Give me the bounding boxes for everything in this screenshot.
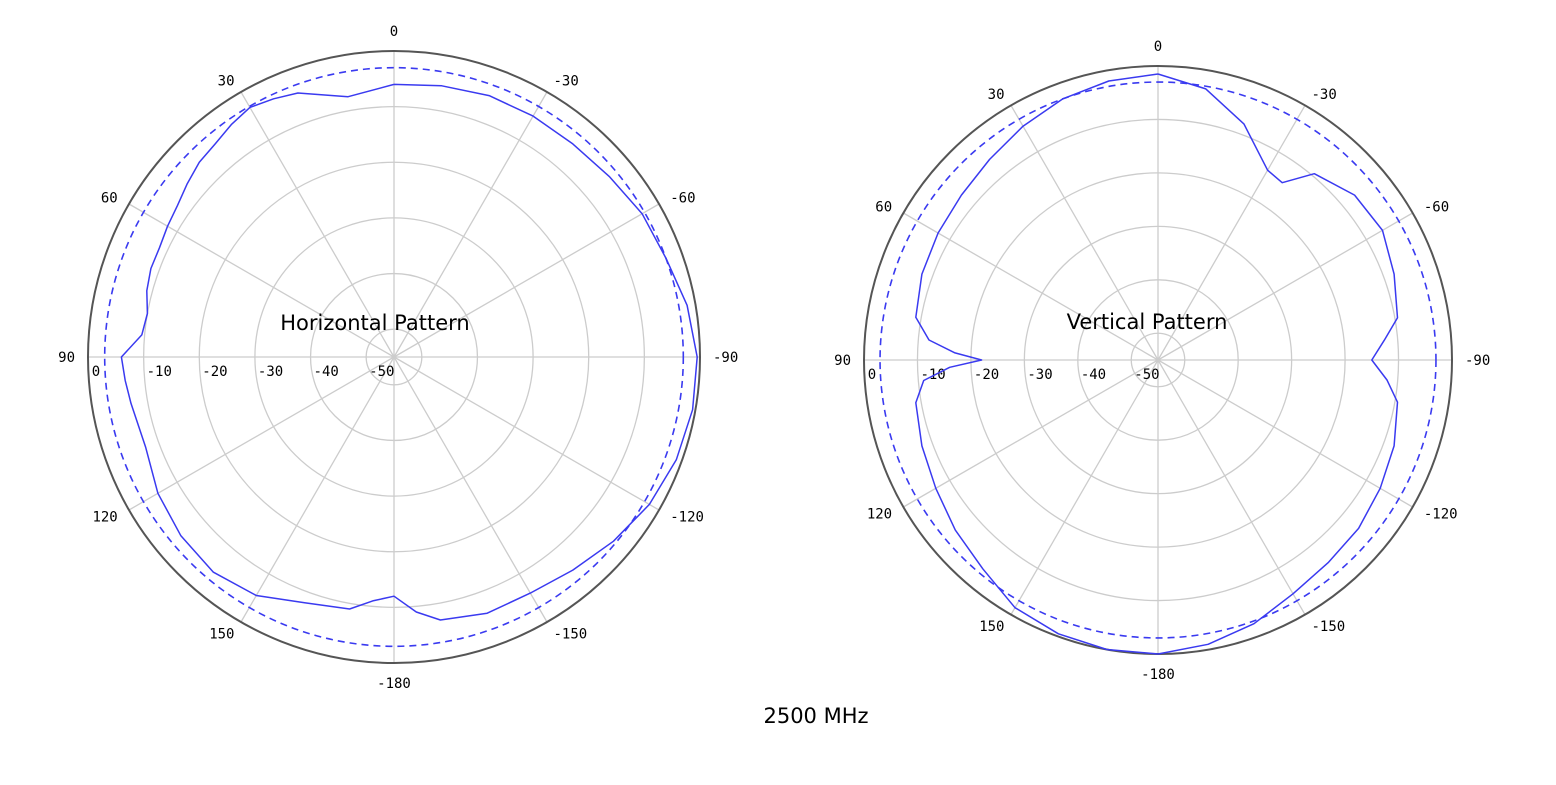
- radial-tick-label: 0: [868, 367, 876, 383]
- radial-tick-label: -40: [314, 364, 339, 380]
- pattern-series-line: [120, 83, 698, 621]
- angle-tick-label: 0: [1154, 39, 1162, 55]
- angle-tick-label: -150: [1312, 619, 1346, 635]
- grid-spoke: [903, 212, 1159, 361]
- angle-tick-label: -60: [1424, 200, 1449, 216]
- chart-title: Vertical Pattern: [1067, 310, 1228, 334]
- reference-circle: [103, 66, 685, 648]
- grid-spoke: [128, 203, 395, 358]
- grid-spoke: [1157, 359, 1413, 508]
- angle-tick-label: -180: [377, 676, 411, 692]
- figure-title: 2500 MHz: [763, 704, 868, 728]
- angle-tick-label: -30: [554, 74, 579, 90]
- angle-tick-label: 30: [988, 87, 1005, 103]
- angle-tick-label: 90: [834, 353, 851, 369]
- grid-spoke: [1157, 359, 1306, 615]
- angle-tick-label: 60: [101, 191, 118, 207]
- angle-tick-label: -30: [1312, 87, 1337, 103]
- angle-tick-label: -120: [1424, 507, 1458, 523]
- grid-spoke: [1157, 212, 1413, 361]
- radial-tick-label: -20: [974, 367, 999, 383]
- grid-spoke: [128, 356, 395, 511]
- radial-tick-label: -40: [1081, 367, 1106, 383]
- angle-tick-label: 150: [979, 619, 1004, 635]
- grid-spoke: [393, 203, 660, 358]
- grid-spoke: [1010, 359, 1159, 615]
- horizontal-pattern-chart: 0 -10 -20 -30 -40 -50 0 30 60 90 120 150 -180 -150 -12…: [58, 24, 738, 692]
- pattern-series-line: [915, 73, 1399, 655]
- reference-circle: [879, 81, 1437, 639]
- vertical-pattern-chart: 0 -10 -20 -30 -40 -500306090120150-180-150-12…: [834, 39, 1490, 683]
- radial-tick-label: -20: [202, 364, 227, 380]
- radial-tick-label: 0: [92, 364, 100, 380]
- angle-tick-label: 120: [92, 510, 117, 526]
- angle-tick-label: 60: [875, 200, 892, 216]
- angle-tick-label: -120: [670, 510, 704, 526]
- grid-spoke: [1157, 105, 1306, 361]
- radial-tick-label: -50: [369, 364, 394, 380]
- angle-tick-label: -90: [1465, 353, 1490, 369]
- angle-tick-label: 120: [867, 507, 892, 523]
- radial-tick-label: -10: [147, 364, 172, 380]
- radial-tick-label: -50: [1134, 367, 1159, 383]
- angle-tick-label: 90: [58, 350, 75, 366]
- angle-tick-label: 150: [209, 626, 234, 642]
- grid-spoke: [240, 356, 395, 623]
- grid-spoke: [1010, 105, 1159, 361]
- chart-title: Horizontal Pattern: [280, 311, 469, 335]
- angle-tick-label: 30: [218, 74, 235, 90]
- angle-tick-label: -150: [554, 626, 588, 642]
- radial-tick-label: -30: [258, 364, 283, 380]
- grid-spoke: [240, 91, 395, 358]
- grid-spoke: [393, 356, 660, 511]
- radial-tick-label: -30: [1027, 367, 1052, 383]
- angle-tick-label: -180: [1141, 667, 1175, 683]
- grid-spoke: [393, 91, 548, 358]
- grid-spoke: [903, 359, 1159, 508]
- angle-tick-label: -60: [670, 191, 695, 207]
- angle-tick-label: 0: [390, 24, 398, 40]
- polar-frame: [87, 50, 701, 664]
- angle-tick-label: -90: [713, 350, 738, 366]
- grid-spoke: [393, 356, 548, 623]
